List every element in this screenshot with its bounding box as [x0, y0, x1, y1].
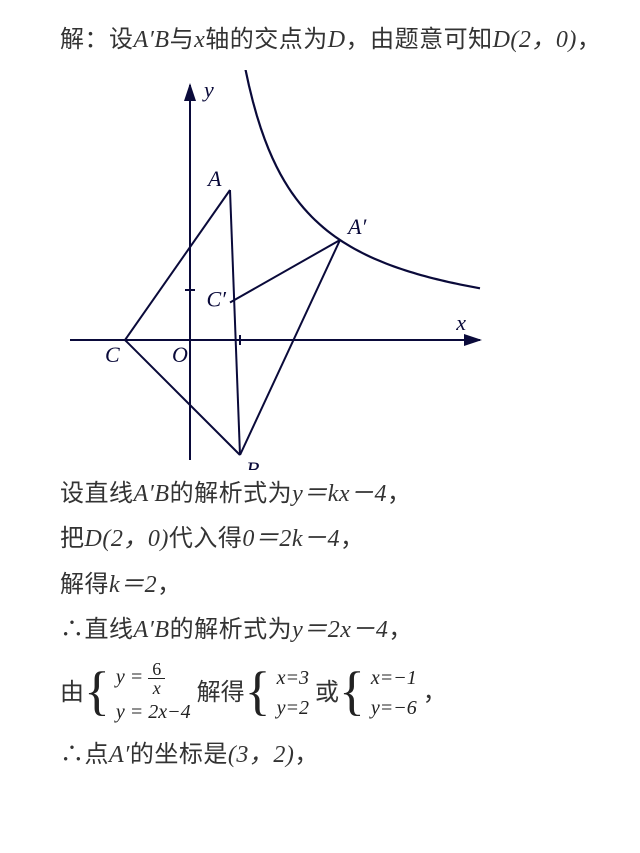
brace-2: {	[245, 667, 271, 716]
l4-eq: k＝2	[109, 572, 157, 598]
l2-mid: 的解析式为	[170, 481, 293, 507]
l6-or: 或	[315, 681, 339, 705]
l6-end: ，	[423, 681, 447, 705]
l6-sol2-bot: y=−6	[371, 693, 417, 723]
line-4: 解得k＝2，	[60, 563, 600, 609]
l5-mid: 的解析式为	[170, 617, 293, 643]
l4-end: ，	[157, 572, 182, 598]
l6-sol2-top: x=−1	[371, 663, 417, 693]
l1-Dval: D(2，0)	[493, 27, 577, 53]
l6-lead: 由	[60, 681, 84, 705]
l6-solve: 解得	[197, 681, 245, 705]
l1-pre: 解：设	[60, 27, 134, 53]
svg-text:C: C	[105, 342, 120, 367]
line-2: 设直线A′B的解析式为y＝kx－4，	[60, 472, 600, 518]
l1-end: ，	[577, 27, 602, 53]
line-7: ∴点A′的坐标是(3，2)，	[60, 733, 600, 779]
brace-3: {	[339, 667, 365, 716]
l6-sol2: x=−1 y=−6	[371, 663, 417, 723]
l6-sol1-bot: y=2	[277, 693, 309, 723]
l3-pre: 把	[60, 526, 85, 552]
l1-x: x	[194, 27, 205, 53]
l6-frac-d: x	[149, 679, 165, 697]
l3-mid: 代入得	[169, 526, 243, 552]
svg-text:B: B	[246, 457, 259, 470]
l6-sys-top-lhs: y =	[116, 666, 148, 688]
l2-eq: y＝kx－4	[292, 481, 387, 507]
l6-sol1: x=3 y=2	[277, 663, 309, 723]
svg-text:O: O	[172, 342, 188, 367]
l2-ab: A′B	[134, 481, 170, 507]
l3-D: D(2，0)	[85, 526, 169, 552]
l4-pre: 解得	[60, 572, 109, 598]
l1-ab: A′B	[134, 27, 170, 53]
page: 解：设A′B与x轴的交点为D，由题意可知D(2，0)， yxOAA′BCC′ 设…	[0, 0, 640, 779]
diagram: y x O A A′ B C C′	[50, 70, 490, 470]
l1-m3: ，由题意可知	[346, 27, 493, 53]
l6-sys: y = 6 x y = 2x−4	[116, 660, 191, 727]
l7-val: (3，2)	[228, 742, 294, 768]
l2-end: ，	[387, 481, 412, 507]
l6-sys-bot: y = 2x−4	[116, 697, 191, 727]
svg-text:A′: A′	[346, 214, 367, 239]
l5-ab: A′B	[134, 617, 170, 643]
l6-frac-n: 6	[148, 660, 165, 679]
l1-m1: 与	[170, 27, 195, 53]
svg-text:C′: C′	[207, 286, 228, 311]
l2-pre: 设直线	[60, 481, 134, 507]
l5-end: ，	[388, 617, 413, 643]
line-3: 把D(2，0)代入得0＝2k－4，	[60, 517, 600, 563]
line-1: 解：设A′B与x轴的交点为D，由题意可知D(2，0)，	[60, 18, 600, 64]
svg-text:x: x	[455, 310, 466, 335]
l5-pre: ∴直线	[60, 617, 134, 643]
l5-eq: y＝2x－4	[292, 617, 388, 643]
l1-m2: 轴的交点为	[205, 27, 328, 53]
l7-A: A′	[109, 742, 130, 768]
l7-end: ，	[294, 742, 319, 768]
l3-end: ，	[340, 526, 365, 552]
diagram-svg: y x O A A′ B C C′	[50, 70, 490, 470]
line-6: 由 { y = 6 x y = 2x−4 解得 { x=3 y=2 或 { x=…	[60, 660, 600, 727]
svg-text:y: y	[202, 77, 214, 102]
l6-sol1-top: x=3	[277, 663, 309, 693]
line-5: ∴直线A′B的解析式为y＝2x－4，	[60, 608, 600, 654]
l7-pre: ∴点	[60, 742, 109, 768]
brace-1: {	[84, 667, 110, 716]
l6-sys-top: y = 6 x	[116, 660, 191, 697]
l7-mid: 的坐标是	[130, 742, 228, 768]
l3-eq: 0＝2k－4	[242, 526, 340, 552]
l1-D: D	[328, 27, 346, 53]
l6-frac: 6 x	[148, 660, 165, 697]
svg-text:A: A	[206, 166, 222, 191]
